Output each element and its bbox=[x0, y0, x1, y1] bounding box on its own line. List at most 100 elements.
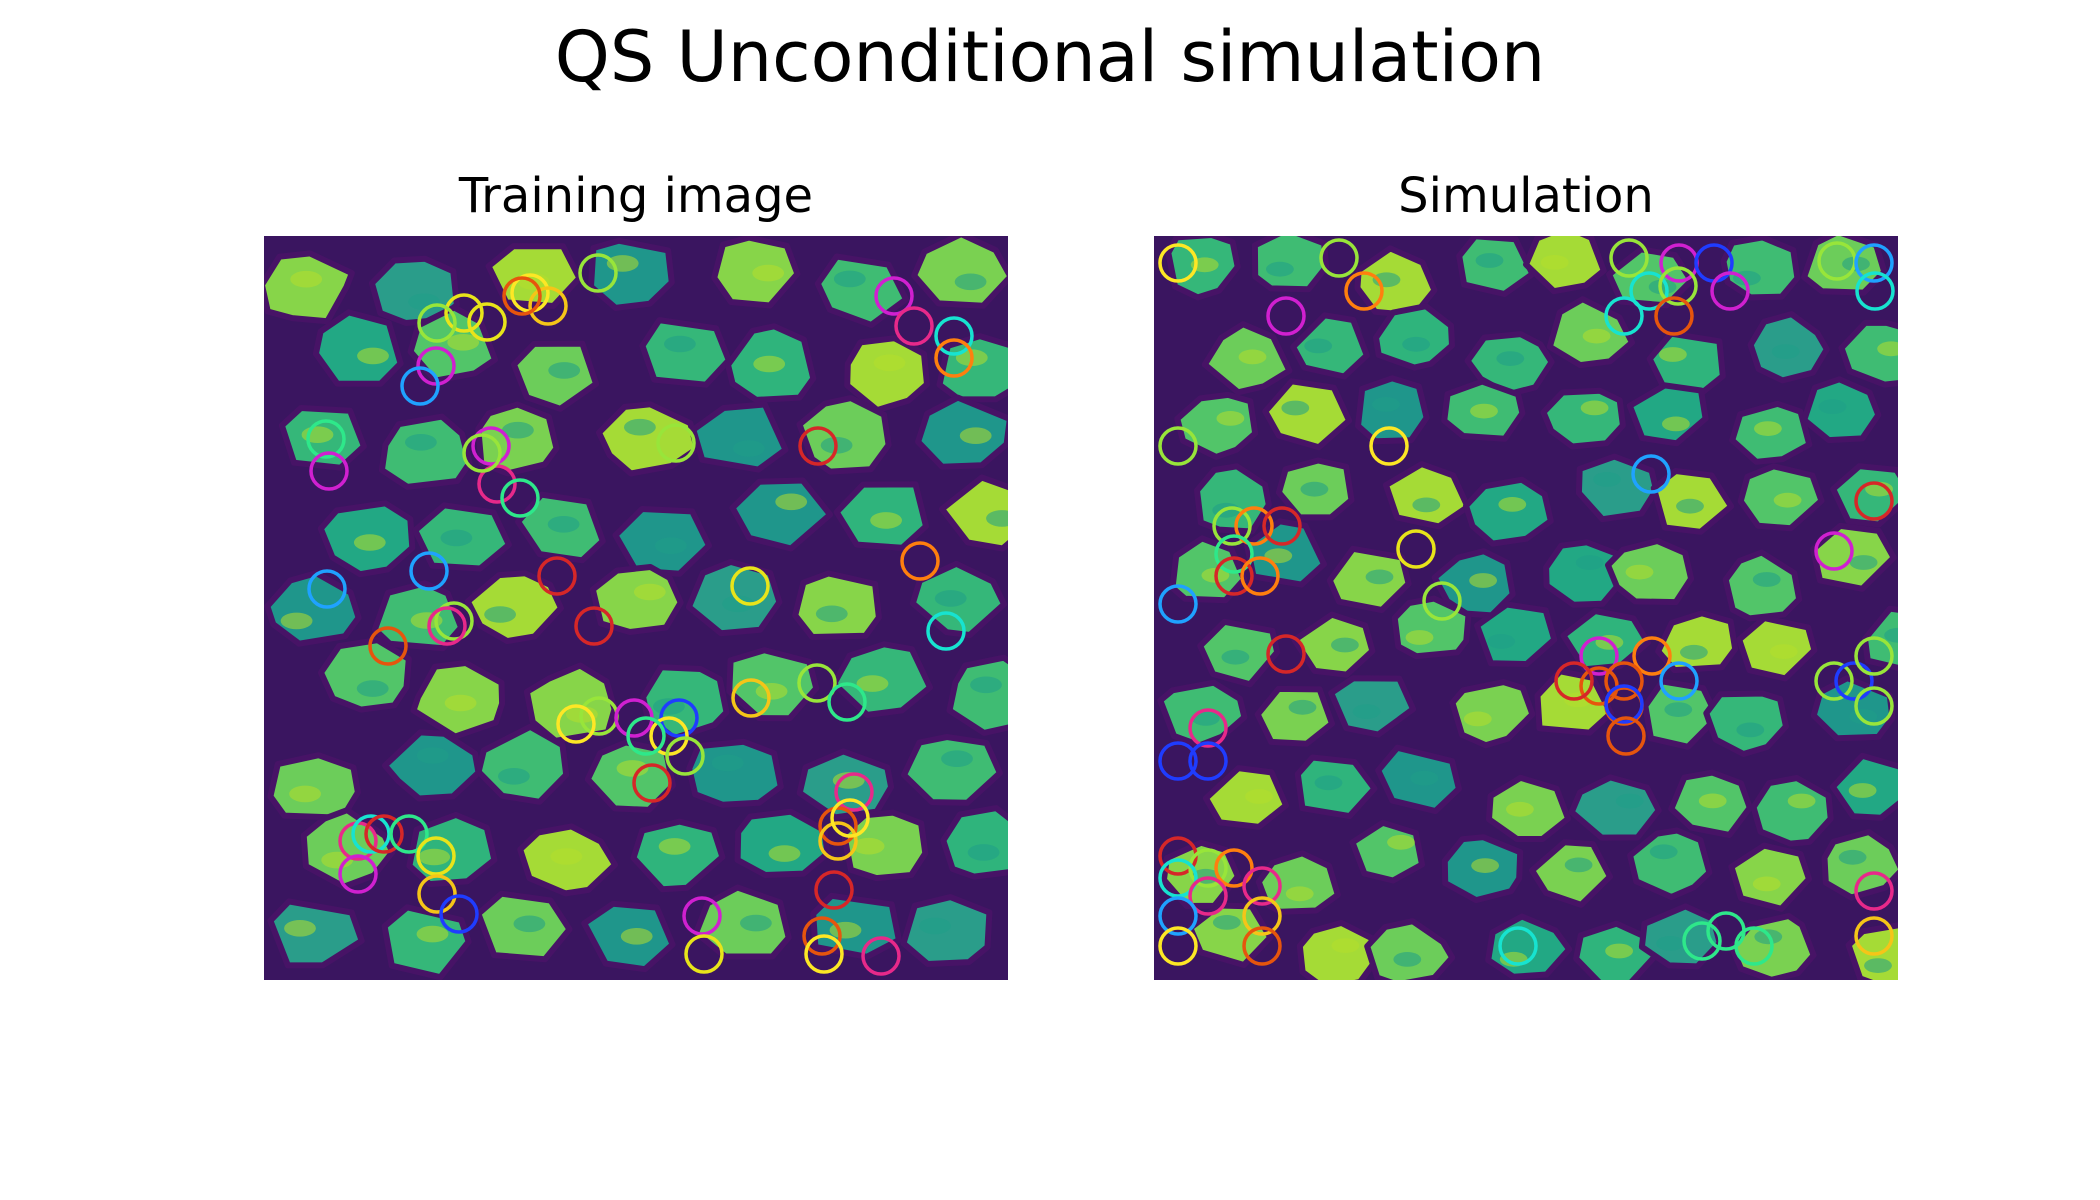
pattern-circle bbox=[797, 663, 837, 703]
stone-highlight bbox=[1754, 421, 1782, 436]
stone-highlight bbox=[1191, 711, 1220, 726]
pattern-circle bbox=[1158, 858, 1198, 898]
stone-highlight bbox=[1216, 411, 1245, 426]
pattern-circle bbox=[528, 286, 568, 326]
stone-highlight bbox=[1659, 347, 1687, 362]
pattern-circle bbox=[1854, 243, 1894, 283]
stone-highlight bbox=[550, 848, 583, 865]
stone-highlight bbox=[1266, 261, 1294, 277]
stone-highlight bbox=[1471, 858, 1499, 873]
stone-cell bbox=[382, 729, 482, 802]
stone-highlight bbox=[711, 754, 744, 772]
stone-highlight bbox=[444, 694, 477, 712]
pattern-circle bbox=[1609, 238, 1649, 278]
stone-cell bbox=[267, 898, 365, 969]
stone-highlight bbox=[548, 362, 581, 379]
pattern-circle bbox=[1604, 661, 1644, 701]
stone-highlight bbox=[986, 510, 1008, 527]
stone-highlight bbox=[1848, 783, 1877, 798]
pattern-circle bbox=[1854, 481, 1894, 521]
stone-cell bbox=[1463, 476, 1554, 547]
stone-highlight bbox=[1662, 416, 1690, 432]
pattern-circle bbox=[1814, 661, 1854, 701]
stone-highlight bbox=[1475, 253, 1504, 268]
pattern-circle bbox=[1214, 534, 1254, 574]
stone-highlight bbox=[1877, 341, 1898, 357]
stone-highlight bbox=[1314, 775, 1343, 791]
pattern-circle bbox=[416, 836, 456, 876]
pattern-circle bbox=[1834, 661, 1874, 701]
stone-cell bbox=[1474, 601, 1558, 668]
pattern-circle bbox=[632, 763, 672, 803]
training-image bbox=[264, 236, 1008, 980]
stone-highlight bbox=[1288, 699, 1317, 715]
stone-cell bbox=[796, 395, 892, 475]
pattern-circle bbox=[537, 556, 577, 596]
pattern-circle bbox=[1344, 271, 1384, 311]
pattern-circle bbox=[818, 821, 858, 861]
stone-highlight bbox=[934, 590, 967, 607]
stone-highlight bbox=[1498, 497, 1527, 512]
stone-cell bbox=[1810, 522, 1897, 592]
pattern-circle bbox=[1212, 506, 1252, 546]
stone-highlight bbox=[498, 768, 530, 785]
stone-cell bbox=[1838, 319, 1898, 388]
stone-cell bbox=[1821, 829, 1898, 901]
pattern-circle bbox=[1554, 661, 1594, 701]
pattern-circle bbox=[416, 346, 456, 386]
pattern-circle bbox=[502, 276, 542, 316]
pattern-circle bbox=[1734, 926, 1774, 966]
stone-highlight bbox=[1580, 400, 1609, 416]
pattern-circle bbox=[1214, 848, 1254, 888]
stone-highlight bbox=[755, 683, 788, 700]
stone-highlight bbox=[722, 595, 754, 613]
stone-cell bbox=[1720, 236, 1801, 301]
stone-highlight bbox=[484, 606, 516, 623]
stone-highlight bbox=[1238, 349, 1267, 365]
pattern-circle bbox=[1654, 296, 1694, 336]
pattern-circle bbox=[1188, 708, 1228, 748]
pattern-circle bbox=[364, 814, 404, 854]
stone-highlight bbox=[502, 421, 534, 439]
pattern-circle bbox=[798, 426, 838, 466]
stone-highlight bbox=[513, 915, 546, 933]
stone-cell bbox=[936, 333, 1008, 403]
stone-cell bbox=[318, 637, 412, 713]
stone-cell bbox=[381, 904, 472, 980]
stone-cell bbox=[630, 818, 726, 893]
stone-cells bbox=[1157, 236, 1898, 980]
stone-highlight bbox=[353, 534, 386, 551]
pattern-circle bbox=[434, 601, 474, 641]
pattern-circle bbox=[1606, 716, 1646, 756]
pattern-circle bbox=[1240, 556, 1280, 596]
stone-highlight bbox=[1849, 555, 1878, 570]
stone-cell bbox=[1750, 775, 1834, 847]
stone-highlight bbox=[1752, 572, 1781, 587]
stone-highlight bbox=[856, 675, 889, 692]
pattern-circle bbox=[926, 611, 966, 651]
stone-cell bbox=[475, 401, 560, 477]
stone-highlight bbox=[1593, 472, 1621, 487]
stone-highlight bbox=[1470, 403, 1498, 419]
stone-highlight bbox=[941, 750, 973, 767]
stone-highlight bbox=[1410, 770, 1439, 786]
stone-highlight bbox=[1771, 344, 1800, 359]
stone-highlight bbox=[1506, 801, 1534, 817]
stone-highlight bbox=[775, 493, 808, 511]
pattern-circle bbox=[1658, 266, 1698, 306]
stone-cell bbox=[1254, 685, 1335, 747]
stone-highlight bbox=[1221, 649, 1250, 665]
pattern-circle bbox=[1214, 556, 1254, 596]
pattern-circle bbox=[834, 772, 874, 812]
pattern-circle bbox=[400, 366, 440, 406]
pattern-circle bbox=[1262, 506, 1302, 546]
stone-highlight bbox=[1752, 876, 1781, 892]
pattern-circle bbox=[417, 303, 457, 343]
stone-highlight bbox=[1245, 789, 1273, 804]
stone-highlight bbox=[1365, 569, 1394, 585]
stone-cell bbox=[378, 413, 473, 490]
stone-cell bbox=[1449, 679, 1536, 749]
stone-cell bbox=[1568, 774, 1662, 841]
pattern-circle bbox=[1158, 426, 1198, 466]
stone-highlight bbox=[1469, 573, 1497, 588]
